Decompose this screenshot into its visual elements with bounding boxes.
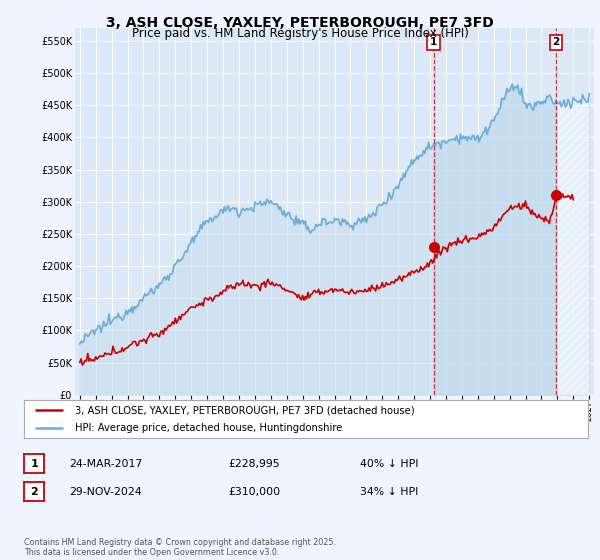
Text: 40% ↓ HPI: 40% ↓ HPI bbox=[360, 459, 419, 469]
Text: £228,995: £228,995 bbox=[228, 459, 280, 469]
Text: 1: 1 bbox=[31, 459, 38, 469]
Text: 2: 2 bbox=[31, 487, 38, 497]
Text: HPI: Average price, detached house, Huntingdonshire: HPI: Average price, detached house, Hunt… bbox=[75, 423, 342, 433]
Text: £310,000: £310,000 bbox=[228, 487, 280, 497]
Text: 24-MAR-2017: 24-MAR-2017 bbox=[69, 459, 142, 469]
Text: 2: 2 bbox=[553, 37, 560, 47]
Text: 34% ↓ HPI: 34% ↓ HPI bbox=[360, 487, 418, 497]
Text: Price paid vs. HM Land Registry's House Price Index (HPI): Price paid vs. HM Land Registry's House … bbox=[131, 27, 469, 40]
Text: 1: 1 bbox=[430, 37, 437, 47]
Text: 3, ASH CLOSE, YAXLEY, PETERBOROUGH, PE7 3FD (detached house): 3, ASH CLOSE, YAXLEY, PETERBOROUGH, PE7 … bbox=[75, 405, 415, 415]
Text: 3, ASH CLOSE, YAXLEY, PETERBOROUGH, PE7 3FD: 3, ASH CLOSE, YAXLEY, PETERBOROUGH, PE7 … bbox=[106, 16, 494, 30]
Text: Contains HM Land Registry data © Crown copyright and database right 2025.
This d: Contains HM Land Registry data © Crown c… bbox=[24, 538, 336, 557]
Text: 29-NOV-2024: 29-NOV-2024 bbox=[69, 487, 142, 497]
